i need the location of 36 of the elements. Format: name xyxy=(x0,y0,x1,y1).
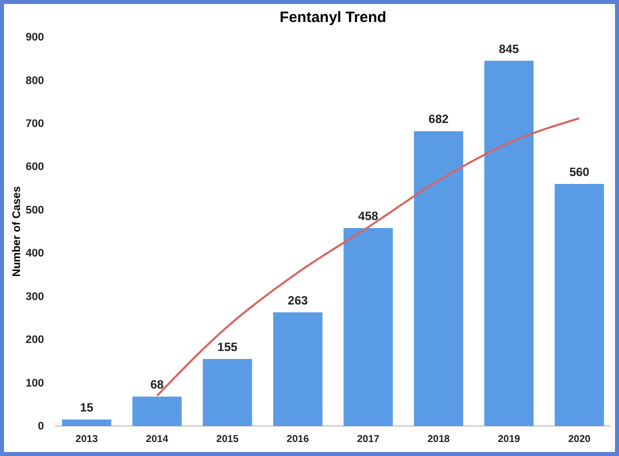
x-tick-label: 2015 xyxy=(216,434,239,445)
data-label: 15 xyxy=(80,400,94,415)
y-axis-title: Number of Cases xyxy=(11,186,23,277)
bar xyxy=(554,184,604,426)
bar xyxy=(273,312,322,426)
x-tick-label: 2018 xyxy=(427,434,450,445)
chart-title: Fentanyl Trend xyxy=(280,9,386,26)
data-label: 458 xyxy=(358,209,379,224)
y-tick-label: 800 xyxy=(26,74,44,87)
y-tick-label: 0 xyxy=(38,420,44,433)
bar xyxy=(132,396,182,426)
data-label: 68 xyxy=(150,378,164,392)
data-label: 560 xyxy=(569,164,590,179)
bar xyxy=(202,359,252,426)
y-tick-label: 900 xyxy=(26,32,44,44)
y-tick-label: 300 xyxy=(26,290,44,303)
bar xyxy=(414,131,464,426)
x-tick-label: 2014 xyxy=(146,434,169,445)
y-tick-label: 600 xyxy=(26,161,44,174)
bar xyxy=(344,228,393,426)
y-tick-label: 100 xyxy=(26,377,44,390)
x-tick-label: 2013 xyxy=(76,434,98,445)
data-label: 155 xyxy=(217,340,238,354)
bar xyxy=(62,420,112,426)
x-tick-label: 2016 xyxy=(286,434,310,445)
x-tick-label: 2019 xyxy=(498,434,521,445)
bar xyxy=(484,60,534,426)
y-tick-label: 200 xyxy=(26,334,44,346)
x-tick-label: 2017 xyxy=(357,434,380,445)
x-tick-label: 2020 xyxy=(568,434,591,445)
y-tick-label: 500 xyxy=(26,204,44,216)
y-tick-label: 700 xyxy=(26,118,44,130)
data-label: 682 xyxy=(428,112,449,126)
data-label: 263 xyxy=(288,293,308,308)
y-tick-label: 400 xyxy=(26,248,44,260)
data-label: 845 xyxy=(498,42,520,56)
